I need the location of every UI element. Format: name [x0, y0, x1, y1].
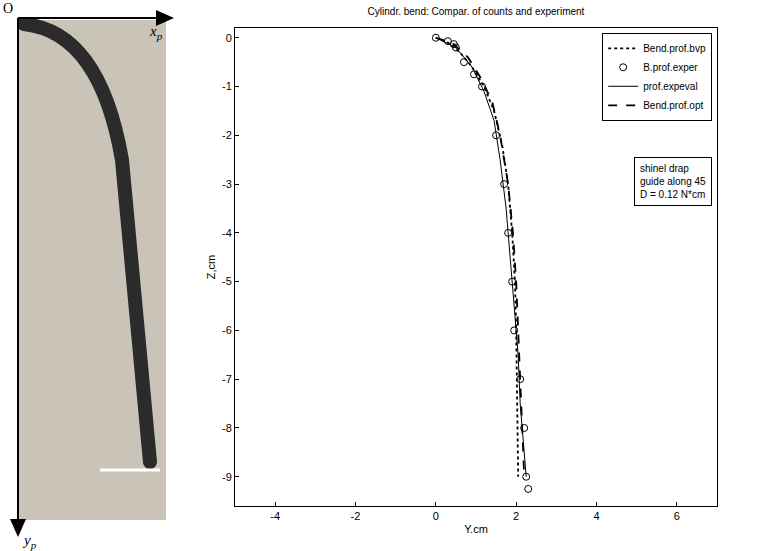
- svg-text:Cylindr. bend: Compar. of coun: Cylindr. bend: Compar. of counts and exp…: [368, 6, 585, 17]
- svg-text:-3: -3: [222, 178, 232, 190]
- svg-text:-1: -1: [222, 80, 232, 92]
- svg-text:4: 4: [593, 510, 599, 522]
- svg-text:6: 6: [674, 510, 680, 522]
- svg-text:-2: -2: [351, 510, 361, 522]
- svg-text:-7: -7: [222, 373, 232, 385]
- svg-text:B.prof.exper: B.prof.exper: [643, 62, 698, 73]
- svg-text:-4: -4: [270, 510, 280, 522]
- svg-text:0: 0: [433, 510, 439, 522]
- svg-text:0: 0: [226, 32, 232, 44]
- svg-text:-8: -8: [222, 422, 232, 434]
- svg-text:Z,cm: Z,cm: [205, 255, 217, 279]
- svg-text:-5: -5: [222, 275, 232, 287]
- svg-text:yp: yp: [22, 532, 37, 551]
- svg-text:O: O: [3, 1, 13, 16]
- svg-text:Bend.prof.bvp: Bend.prof.bvp: [643, 43, 706, 54]
- svg-text:Y.cm: Y.cm: [464, 523, 488, 535]
- svg-text:xp: xp: [149, 23, 163, 42]
- svg-text:shinel drapguide along 45D = 0: shinel drapguide along 45D = 0.12 N*cm: [640, 163, 706, 200]
- svg-text:2: 2: [513, 510, 519, 522]
- svg-text:-6: -6: [222, 324, 232, 336]
- svg-text:-9: -9: [222, 471, 232, 483]
- svg-text:-4: -4: [222, 227, 232, 239]
- svg-text:-2: -2: [222, 129, 232, 141]
- svg-text:prof.expeval: prof.expeval: [643, 81, 697, 92]
- svg-text:Bend.prof.opt: Bend.prof.opt: [643, 100, 703, 111]
